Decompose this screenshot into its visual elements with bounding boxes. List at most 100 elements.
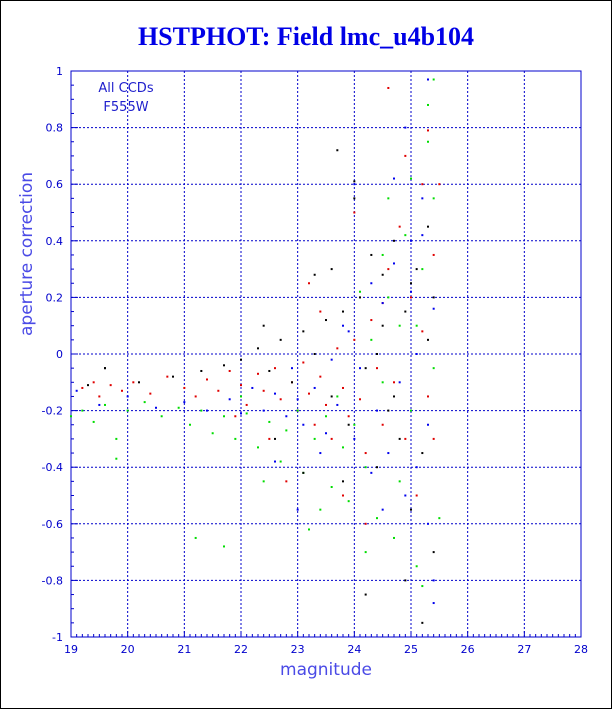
x-tick-label: 28 [574,643,588,656]
data-point [342,494,344,497]
data-point [325,415,327,418]
data-point [313,423,316,426]
x-tick-label: 21 [177,643,191,656]
data-point [251,386,254,389]
data-point [126,395,129,398]
data-point [432,197,435,200]
y-tick-label: -0.2 [42,405,63,418]
data-point [87,384,89,387]
data-point [415,466,418,469]
data-point [115,457,118,460]
data-point [353,437,356,440]
data-point [336,403,339,406]
x-tick-label: 23 [291,643,305,656]
chart-title: HSTPHOT: Field lmc_u4b104 [137,22,475,51]
data-point [257,446,259,449]
data-point [319,452,322,455]
data-point [342,310,344,313]
data-point [432,551,435,554]
data-point [364,522,367,525]
y-tick-label: -1 [52,631,63,644]
data-point [364,466,367,469]
data-point [183,401,186,404]
data-point [223,545,225,548]
data-point [330,395,333,398]
data-point [421,197,424,200]
data-point [200,369,203,372]
data-point [308,392,310,395]
axis-ticks: 19 20 21 22 23 24 25 26 27 28 -1 -0.8 -0.6 -0.4 -0.2 0 0… [42,65,588,656]
data-point [398,480,401,483]
data-point [206,409,208,412]
data-point [376,409,378,412]
data-point [370,471,373,474]
data-point [359,367,361,370]
data-point [240,358,242,361]
data-point [347,423,350,426]
data-point [427,423,429,426]
data-point [398,437,401,440]
data-point [262,480,265,483]
data-point [438,183,441,186]
data-point [296,398,299,401]
data-point [342,446,344,449]
data-point [353,183,356,186]
y-tick-label: 0.4 [46,235,64,248]
data-point [404,310,407,313]
data-point [398,381,401,384]
data-point [262,324,265,327]
data-point [404,579,407,582]
data-point [217,389,220,392]
data-point [427,78,429,81]
data-point [376,466,378,469]
data-point [121,389,123,392]
data-point [427,129,429,132]
data-point [240,384,242,387]
data-point [427,103,429,106]
y-tick-label: -0.6 [42,518,63,531]
data-point [415,353,418,355]
data-point [353,211,356,214]
data-point [330,358,333,361]
data-point [370,338,373,341]
data-point [155,406,157,409]
data-point [432,307,435,310]
data-point [330,486,333,489]
data-point [387,86,390,89]
data-point [285,480,288,483]
data-point [427,522,429,525]
x-tick-label: 26 [461,643,475,656]
data-point [330,437,333,440]
x-tick-label: 25 [404,643,418,656]
data-point [194,395,197,398]
data-point [245,412,248,415]
data-point [245,403,248,406]
data-point [257,372,259,375]
data-point [393,381,395,384]
data-point [427,395,429,398]
data-point [234,415,237,418]
data-point [347,500,350,503]
data-point [313,437,316,440]
data-point [342,324,344,327]
data-point [274,392,276,395]
data-point [104,367,106,370]
y-tick-label: 0 [56,348,63,361]
data-point [240,412,242,415]
x-tick-label: 19 [64,643,78,656]
data-point [353,180,356,183]
data-point [257,347,259,350]
data-point [308,528,310,531]
data-point [353,423,356,426]
data-point [313,386,316,389]
data-point [268,369,271,372]
x-tick-label: 20 [121,643,135,656]
data-point [415,565,418,568]
y-tick-label: -0.8 [42,574,63,587]
data-point [387,197,390,200]
data-point [223,415,225,418]
data-point [376,367,378,370]
data-point [143,401,146,404]
y-tick-label: 1 [56,65,63,78]
data-point [325,432,327,435]
